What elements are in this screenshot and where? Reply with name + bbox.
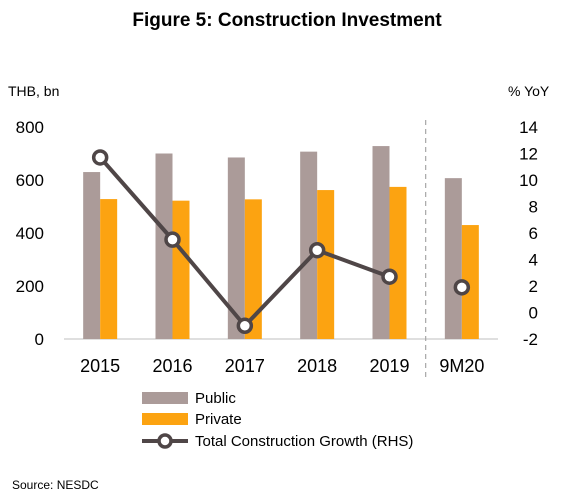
source-note: Source: NESDC: [12, 478, 99, 492]
private-bar: [317, 190, 335, 339]
x-axis-category-label: 2016: [152, 356, 192, 376]
right-axis-tick-label: 6: [529, 224, 538, 243]
public-bar: [227, 157, 245, 339]
right-axis-unit-label: % YoY: [508, 83, 550, 99]
public-bar: [83, 172, 101, 339]
growth-marker: [236, 317, 254, 334]
legend-public-swatch: [142, 392, 188, 404]
right-axis-tick-label: 10: [519, 171, 538, 190]
growth-marker: [164, 231, 181, 248]
x-axis-category-label: 9M20: [439, 356, 484, 376]
left-axis-tick-label: 400: [16, 224, 44, 243]
x-axis-category-label: 2015: [80, 356, 120, 376]
x-axis-category-label: 2019: [369, 356, 409, 376]
right-axis-tick-label: 4: [529, 251, 538, 270]
right-axis-tick-label: 12: [519, 145, 538, 164]
right-axis-tick-label: -2: [523, 330, 538, 349]
private-bar: [461, 225, 479, 339]
private-bar: [100, 199, 118, 339]
public-bar: [300, 151, 318, 339]
left-axis-tick-label: 200: [16, 277, 44, 296]
right-axis-tick-label: 8: [529, 198, 538, 217]
legend-growth-marker: [157, 433, 173, 449]
left-axis-unit-label: THB, bn: [8, 83, 60, 99]
right-axis-tick-label: 2: [529, 277, 538, 296]
x-axis-category-label: 2017: [225, 356, 265, 376]
growth-marker: [91, 149, 109, 166]
chart-title: Figure 5: Construction Investment: [132, 10, 442, 31]
private-bar: [172, 200, 190, 339]
private-bar: [244, 199, 262, 339]
left-axis-tick-label: 800: [16, 118, 44, 137]
right-axis-tick-label: 14: [519, 118, 538, 137]
growth-marker: [308, 241, 326, 259]
legend-public-label: Public: [195, 390, 236, 407]
left-axis-tick-label: 600: [16, 171, 44, 190]
legend-private-label: Private: [195, 411, 242, 428]
growth-marker: [381, 268, 398, 285]
public-bar: [444, 178, 462, 339]
private-bar: [389, 186, 407, 339]
legend-private-swatch: [142, 413, 188, 425]
right-axis-tick-label: 0: [529, 304, 538, 323]
x-axis-category-label: 2018: [297, 356, 337, 376]
legend-growth-label: Total Construction Growth (RHS): [195, 433, 413, 450]
growth-marker: [453, 279, 471, 296]
left-axis-tick-label: 0: [35, 330, 44, 349]
public-bar: [155, 153, 173, 339]
public-bar: [372, 146, 390, 339]
